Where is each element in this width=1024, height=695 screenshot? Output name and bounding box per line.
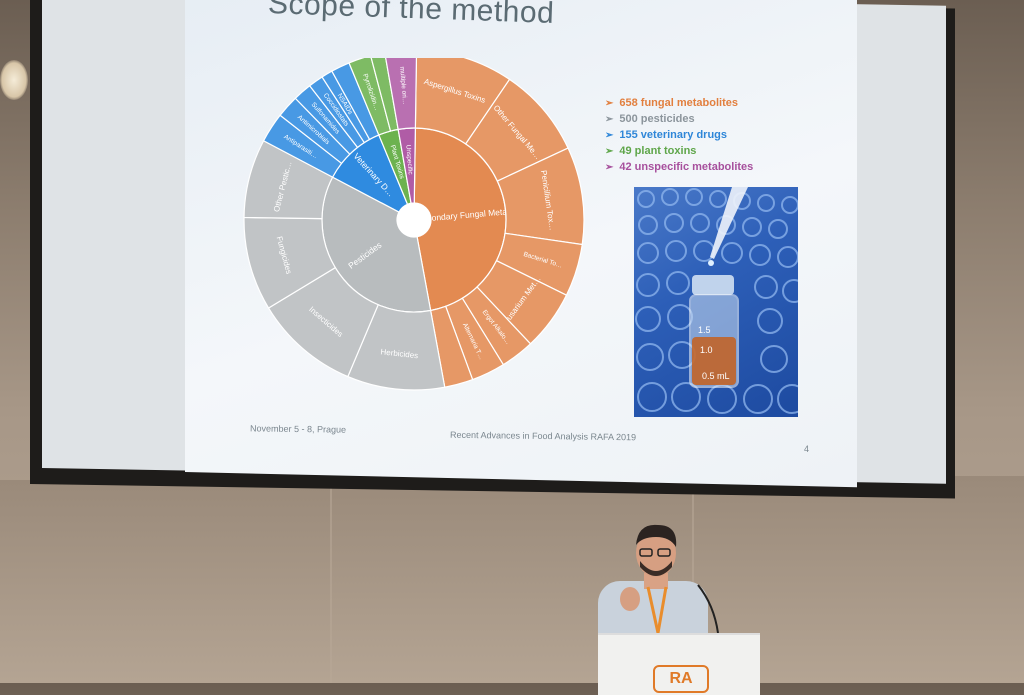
arrow-icon: ➢ [605, 129, 614, 141]
legend-item: ➢ 658 fungal metabolites [605, 95, 753, 111]
legend-label: 42 unspecific metabolites [619, 161, 754, 173]
legend-label: 658 fungal metabolites [619, 97, 738, 109]
arrow-icon: ➢ [605, 161, 614, 173]
legend: ➢ 658 fungal metabolites ➢ 500 pesticides … [605, 95, 753, 175]
sunburst-outer-label: Herbicides [380, 347, 419, 360]
arrow-icon: ➢ [605, 113, 614, 125]
legend-item: ➢ 500 pesticides [605, 111, 753, 127]
vial-mark-0-5: 0.5 mL [702, 371, 730, 381]
sunburst-center-hole [397, 203, 431, 237]
footer-date: November 5 - 8, Prague [249, 423, 347, 435]
wall-panel-left [0, 480, 330, 683]
sunburst-inner-label: Unspecific [404, 144, 413, 175]
legend-item: ➢ 49 plant toxins [605, 143, 753, 159]
well-plate-pattern [635, 187, 798, 414]
rafa-logo: RA [653, 665, 709, 693]
page-number: 4 [804, 444, 810, 454]
legend-label: 155 veterinary drugs [619, 129, 728, 141]
ceiling-light-left [0, 60, 28, 100]
sunburst-outer-slice [385, 58, 418, 131]
legend-item: ➢ 42 unspecific metabolites [605, 159, 753, 175]
legend-label: 500 pesticides [619, 113, 695, 125]
vial-photo: 1.5 1.0 0.5 mL [634, 187, 798, 417]
vial-mark-1-5: 1.5 [698, 325, 711, 335]
legend-item: ➢ 155 veterinary drugs [605, 127, 753, 143]
legend-label: 49 plant toxins [619, 145, 697, 157]
arrow-icon: ➢ [605, 145, 614, 157]
vial-mark-1-0: 1.0 [700, 345, 713, 355]
sunburst-outer-label: multiple ori… [398, 66, 408, 104]
arrow-icon: ➢ [605, 97, 614, 109]
podium: RA [598, 633, 760, 695]
sunburst-chart: Secondary Fungal MetabolitesPesticidesVe… [243, 58, 585, 391]
